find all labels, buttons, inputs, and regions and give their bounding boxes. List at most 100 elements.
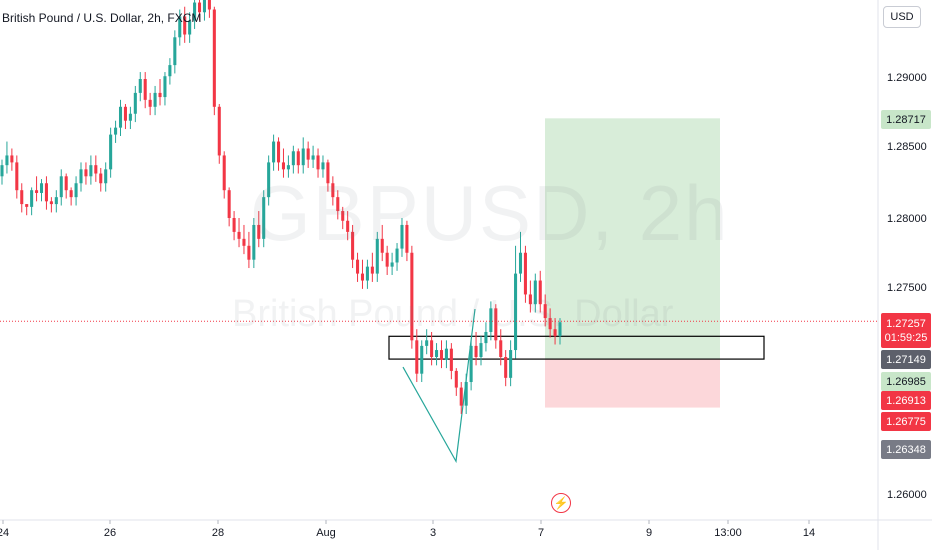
bar-countdown: 01:59:25 [884, 331, 928, 344]
candle-down [242, 238, 246, 246]
candle-down [281, 162, 285, 170]
candle-up [74, 183, 78, 198]
candle-up [30, 190, 34, 207]
y-tick-label: 1.28000 [887, 213, 927, 225]
candle-down [44, 183, 48, 202]
candle-down [237, 231, 241, 239]
candle-up [168, 65, 172, 77]
candle-up [104, 169, 108, 184]
candle-up [118, 106, 123, 128]
candle-down [410, 252, 414, 341]
candle-down [306, 148, 310, 160]
candle-up [301, 148, 305, 166]
candle-down [20, 190, 24, 205]
candle-down [247, 245, 251, 260]
candle-up [54, 197, 58, 205]
price-badge-entry: 1.26985 [881, 372, 931, 391]
candle-down [543, 304, 547, 319]
long-position-profit-zone[interactable] [545, 118, 720, 360]
watermark-symbol: GBPUSD, 2h [250, 169, 730, 257]
candle-down [494, 308, 498, 341]
candle-down [504, 357, 508, 378]
candle-down [346, 220, 350, 232]
candle-down [523, 252, 527, 295]
candle-down [415, 340, 419, 374]
candle-up [558, 322, 562, 337]
candle-up [272, 141, 276, 163]
candle-down [296, 151, 300, 166]
candle-up [114, 127, 118, 135]
candle-down [212, 9, 216, 107]
price-badge-target: 1.28717 [881, 110, 931, 129]
currency-button[interactable]: USD [883, 6, 921, 28]
trendline-drawing[interactable] [402, 309, 476, 464]
candle-down [69, 190, 73, 198]
candle-up [400, 224, 404, 249]
support-zone-rectangle[interactable] [388, 335, 765, 360]
watermark-description: British Pound / U.S. Dollar [232, 293, 674, 335]
candle-up [420, 345, 424, 374]
candle-up [484, 331, 488, 344]
candle-down [222, 155, 226, 191]
candle-up [286, 165, 290, 170]
candle-down [277, 141, 281, 163]
candle-up [444, 348, 448, 360]
y-tick-label: 1.29000 [887, 72, 927, 84]
candle-up [128, 113, 132, 121]
candle-up [267, 162, 271, 198]
candle-up [173, 37, 177, 66]
candle-up [469, 345, 473, 383]
candle-down [183, 16, 187, 35]
candle-up [390, 262, 394, 267]
candle-down [123, 106, 127, 121]
candle-down [25, 204, 29, 207]
candle-down [430, 340, 434, 357]
earnings-lightning-icon[interactable]: ⚡ [551, 493, 571, 513]
candle-up [489, 308, 493, 332]
y-tick-label: 1.27500 [887, 282, 927, 294]
candle-up [153, 92, 157, 107]
candle-up [138, 79, 142, 93]
candle-down [326, 162, 330, 184]
candle-down [143, 79, 147, 100]
price-badge-stop: 1.26913 [881, 391, 931, 410]
candle-down [94, 165, 98, 174]
candle-up [193, 2, 197, 21]
candle-up [133, 92, 137, 114]
candle-up [425, 340, 429, 346]
candle-down [459, 387, 463, 406]
candle-up [39, 183, 44, 193]
candle-down [207, 0, 211, 10]
candle-down [35, 190, 39, 193]
candle-down [15, 162, 19, 191]
candle-down [99, 173, 103, 184]
candle-up [0, 165, 4, 177]
y-tick-label: 1.26000 [887, 489, 927, 501]
candle-down [499, 340, 503, 357]
candle-up [395, 248, 399, 263]
candle-up [509, 350, 513, 378]
current-price-label: 1.27257 01:59:25 [881, 313, 931, 348]
candle-down [449, 348, 453, 371]
candle-down [548, 318, 552, 330]
candle-down [217, 106, 221, 156]
candle-down [454, 370, 458, 388]
candle-up [479, 343, 483, 357]
candle-down [64, 176, 68, 191]
candle-up [533, 280, 537, 305]
candle-down [227, 190, 231, 218]
x-tick-label: 3 [429, 527, 437, 539]
price-badge-zone-top: 1.27149 [881, 350, 931, 369]
candle-up [291, 151, 295, 166]
current-price-value: 1.27257 [886, 317, 926, 330]
candle-down [49, 201, 53, 205]
candle-down [385, 252, 389, 267]
candle-up [365, 266, 369, 281]
candle-up [178, 16, 182, 38]
candle-up [59, 176, 63, 198]
candle-down [257, 224, 261, 239]
candle-up [375, 238, 379, 274]
long-position-loss-zone[interactable] [545, 359, 720, 408]
